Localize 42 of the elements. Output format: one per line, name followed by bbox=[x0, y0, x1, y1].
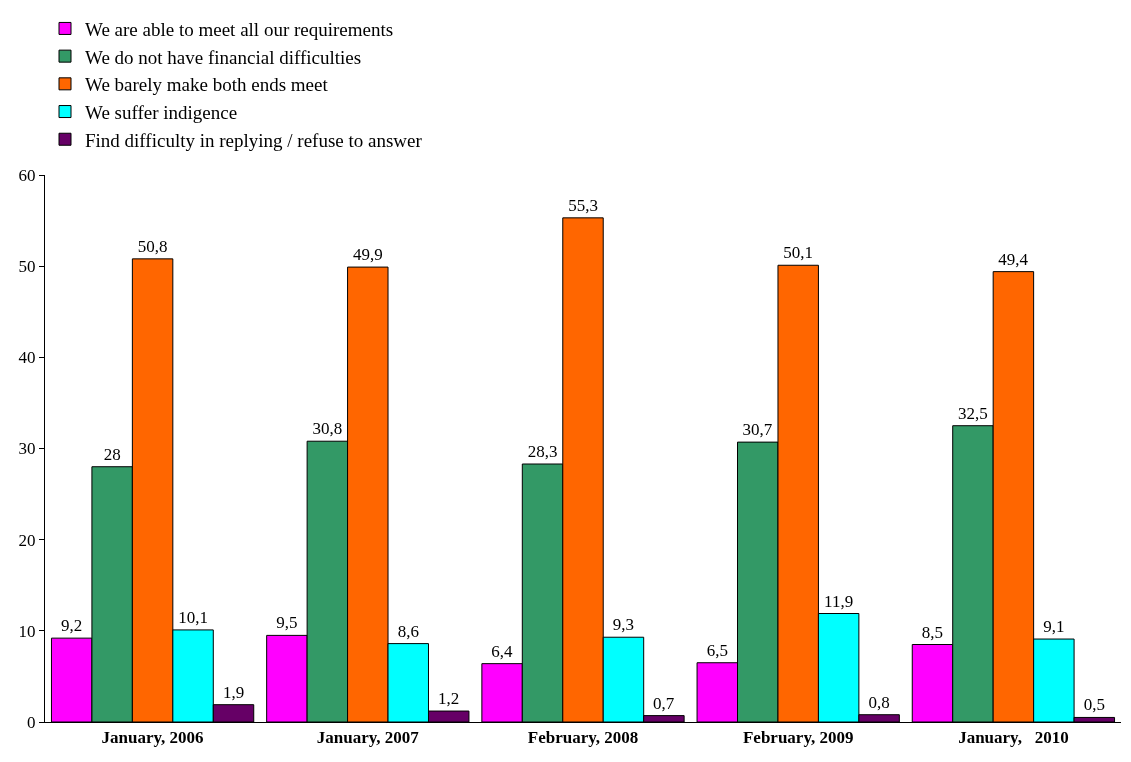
data-label: 9,3 bbox=[612, 615, 635, 635]
y-tick-label: 60 bbox=[18, 165, 36, 185]
data-label: 6,4 bbox=[491, 641, 513, 661]
legend-label: Find difficulty in replying / refuse to answer bbox=[85, 129, 423, 151]
data-label: 0,8 bbox=[868, 692, 890, 712]
data-label: 9,2 bbox=[61, 616, 83, 636]
data-label: 49,9 bbox=[352, 245, 383, 265]
data-label: 32,5 bbox=[958, 403, 988, 423]
x-tick-label: January, 2006 bbox=[101, 728, 204, 748]
data-label: 30,7 bbox=[742, 420, 773, 440]
data-label: 0,5 bbox=[1083, 695, 1105, 715]
y-tick-label: 0 bbox=[27, 712, 36, 732]
data-label: 11,9 bbox=[824, 591, 854, 611]
legend-label: We do not have financial difficulties bbox=[85, 46, 362, 68]
data-label: 1,9 bbox=[222, 682, 245, 702]
data-label: 49,4 bbox=[998, 249, 1029, 269]
y-tick-label: 10 bbox=[18, 621, 36, 641]
data-label: 50,1 bbox=[783, 243, 814, 263]
x-tick-label: January, 2007 bbox=[316, 728, 420, 748]
data-label: 9,1 bbox=[1043, 617, 1065, 637]
data-label: 30,8 bbox=[312, 419, 343, 439]
data-label: 28 bbox=[103, 444, 121, 464]
y-tick-label: 50 bbox=[18, 257, 36, 277]
data-label: 1,2 bbox=[438, 689, 460, 709]
x-tick-label: February, 2008 bbox=[527, 728, 639, 748]
data-label: 8,5 bbox=[921, 622, 944, 642]
legend-label: We barely make both ends meet bbox=[85, 74, 329, 96]
y-tick-label: 30 bbox=[18, 439, 36, 459]
y-tick-label: 40 bbox=[18, 348, 36, 368]
data-label: 6,5 bbox=[706, 640, 728, 660]
x-tick-label: February, 2009 bbox=[742, 728, 854, 748]
legend-label: We suffer indigence bbox=[85, 101, 238, 123]
data-label: 10,1 bbox=[178, 607, 208, 627]
y-tick-label: 20 bbox=[18, 530, 36, 550]
data-label: 50,8 bbox=[137, 236, 168, 256]
data-label: 55,3 bbox=[568, 195, 598, 215]
data-label: 0,7 bbox=[653, 693, 675, 713]
legend-label: We are able to meet all our requirements bbox=[85, 18, 394, 40]
data-label: 9,5 bbox=[276, 613, 298, 633]
data-label: 28,3 bbox=[527, 442, 558, 461]
data-label: 8,6 bbox=[397, 621, 419, 641]
x-tick-label: January, 2010 bbox=[958, 728, 1069, 748]
